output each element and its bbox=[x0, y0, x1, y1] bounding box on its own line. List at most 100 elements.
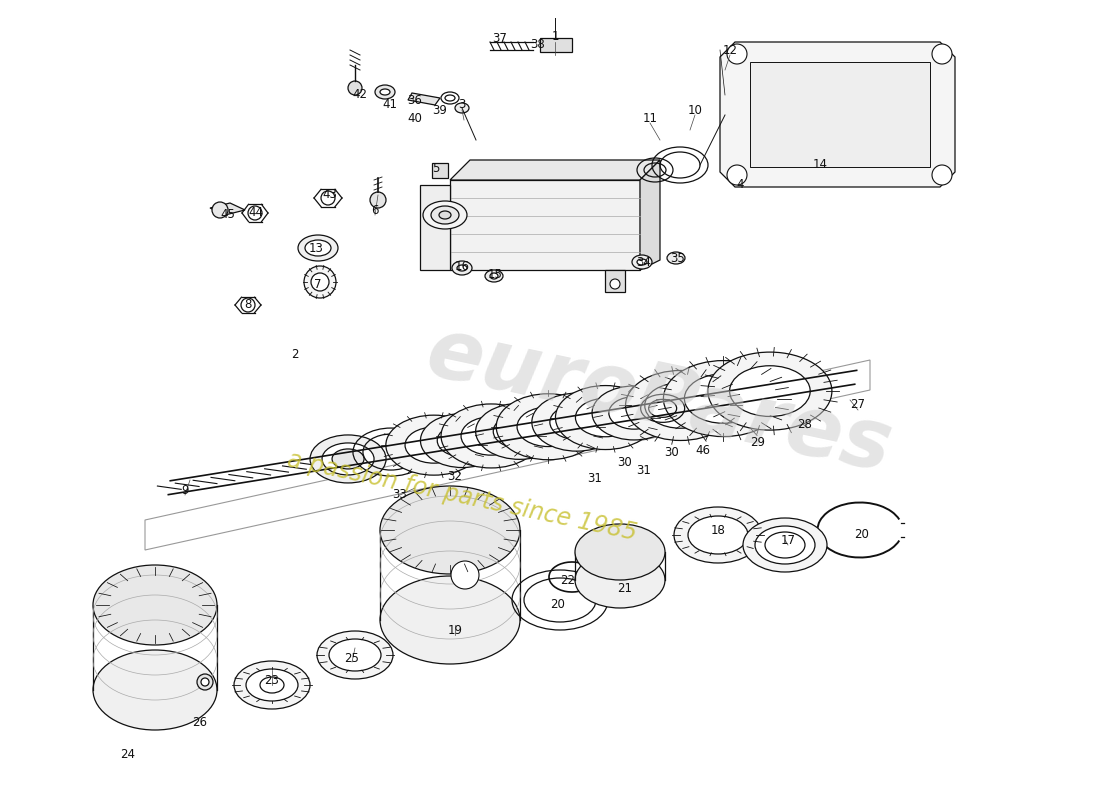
Text: 1: 1 bbox=[551, 30, 559, 43]
Ellipse shape bbox=[379, 89, 390, 95]
Ellipse shape bbox=[456, 265, 468, 271]
Ellipse shape bbox=[764, 532, 805, 558]
Ellipse shape bbox=[386, 415, 482, 475]
Ellipse shape bbox=[550, 405, 604, 439]
Circle shape bbox=[321, 191, 336, 205]
Polygon shape bbox=[408, 93, 440, 105]
Text: euroPares: euroPares bbox=[420, 311, 900, 489]
Text: 20: 20 bbox=[551, 598, 565, 611]
Ellipse shape bbox=[94, 650, 217, 730]
Ellipse shape bbox=[441, 404, 541, 468]
Ellipse shape bbox=[531, 393, 621, 451]
Ellipse shape bbox=[575, 552, 666, 608]
Ellipse shape bbox=[246, 669, 298, 701]
Text: 5: 5 bbox=[432, 162, 440, 174]
Text: 31: 31 bbox=[637, 463, 651, 477]
Text: 21: 21 bbox=[617, 582, 632, 594]
Ellipse shape bbox=[260, 677, 284, 693]
Ellipse shape bbox=[708, 352, 832, 430]
Text: 38: 38 bbox=[530, 38, 546, 51]
Polygon shape bbox=[210, 203, 245, 215]
Text: 36: 36 bbox=[408, 94, 422, 106]
Text: 42: 42 bbox=[352, 89, 367, 102]
Ellipse shape bbox=[317, 631, 393, 679]
Text: 27: 27 bbox=[850, 398, 866, 411]
Text: 9: 9 bbox=[182, 483, 189, 497]
Text: 33: 33 bbox=[393, 489, 407, 502]
Ellipse shape bbox=[438, 424, 487, 457]
Ellipse shape bbox=[420, 414, 505, 467]
Circle shape bbox=[197, 674, 213, 690]
Circle shape bbox=[370, 192, 386, 208]
Circle shape bbox=[932, 165, 952, 185]
Ellipse shape bbox=[626, 370, 736, 441]
Ellipse shape bbox=[755, 526, 815, 564]
Polygon shape bbox=[605, 270, 625, 292]
Circle shape bbox=[212, 202, 228, 218]
Text: a passion for parts since 1985: a passion for parts since 1985 bbox=[285, 447, 639, 545]
Polygon shape bbox=[432, 163, 448, 178]
Text: 7: 7 bbox=[315, 278, 321, 291]
Text: 14: 14 bbox=[813, 158, 827, 171]
Circle shape bbox=[610, 279, 620, 289]
Circle shape bbox=[932, 44, 952, 64]
Ellipse shape bbox=[493, 414, 546, 448]
Text: 29: 29 bbox=[750, 435, 766, 449]
Ellipse shape bbox=[490, 273, 498, 279]
Polygon shape bbox=[750, 62, 930, 167]
Ellipse shape bbox=[592, 386, 676, 440]
Ellipse shape bbox=[674, 507, 762, 563]
Text: 34: 34 bbox=[637, 255, 651, 269]
Text: 6: 6 bbox=[372, 203, 378, 217]
Ellipse shape bbox=[729, 366, 811, 417]
Ellipse shape bbox=[608, 397, 659, 429]
Text: 23: 23 bbox=[265, 674, 279, 686]
Ellipse shape bbox=[452, 261, 472, 275]
Text: 40: 40 bbox=[408, 111, 422, 125]
Circle shape bbox=[311, 273, 329, 291]
Ellipse shape bbox=[663, 361, 783, 437]
Text: 39: 39 bbox=[432, 103, 448, 117]
Ellipse shape bbox=[575, 398, 636, 437]
Polygon shape bbox=[450, 180, 640, 270]
Ellipse shape bbox=[475, 403, 563, 459]
Text: 16: 16 bbox=[454, 261, 470, 274]
Circle shape bbox=[727, 165, 747, 185]
Text: 13: 13 bbox=[309, 242, 323, 254]
Polygon shape bbox=[640, 160, 660, 270]
Text: 11: 11 bbox=[642, 111, 658, 125]
Ellipse shape bbox=[431, 206, 459, 224]
Text: 28: 28 bbox=[798, 418, 813, 431]
Ellipse shape bbox=[322, 443, 374, 475]
Text: 45: 45 bbox=[221, 209, 235, 222]
Ellipse shape bbox=[379, 576, 520, 664]
Ellipse shape bbox=[405, 427, 463, 463]
Ellipse shape bbox=[667, 252, 685, 264]
Ellipse shape bbox=[485, 270, 503, 282]
Ellipse shape bbox=[94, 565, 217, 645]
Text: 25: 25 bbox=[344, 651, 360, 665]
Circle shape bbox=[248, 206, 262, 220]
Circle shape bbox=[304, 266, 336, 298]
Text: 46: 46 bbox=[695, 443, 711, 457]
Ellipse shape bbox=[375, 85, 395, 99]
Ellipse shape bbox=[439, 211, 451, 219]
Circle shape bbox=[451, 561, 478, 589]
Text: 44: 44 bbox=[249, 206, 264, 219]
Circle shape bbox=[201, 678, 209, 686]
Text: 12: 12 bbox=[723, 43, 737, 57]
Polygon shape bbox=[450, 160, 660, 180]
Ellipse shape bbox=[379, 486, 520, 574]
Ellipse shape bbox=[455, 103, 469, 113]
Circle shape bbox=[348, 81, 362, 95]
Ellipse shape bbox=[556, 386, 656, 450]
Ellipse shape bbox=[234, 661, 310, 709]
Ellipse shape bbox=[632, 255, 652, 269]
Ellipse shape bbox=[332, 449, 364, 469]
Text: 22: 22 bbox=[561, 574, 575, 586]
Text: 3: 3 bbox=[459, 98, 465, 111]
Text: 24: 24 bbox=[121, 749, 135, 762]
Polygon shape bbox=[420, 185, 450, 270]
Text: 15: 15 bbox=[487, 269, 503, 282]
Circle shape bbox=[727, 44, 747, 64]
